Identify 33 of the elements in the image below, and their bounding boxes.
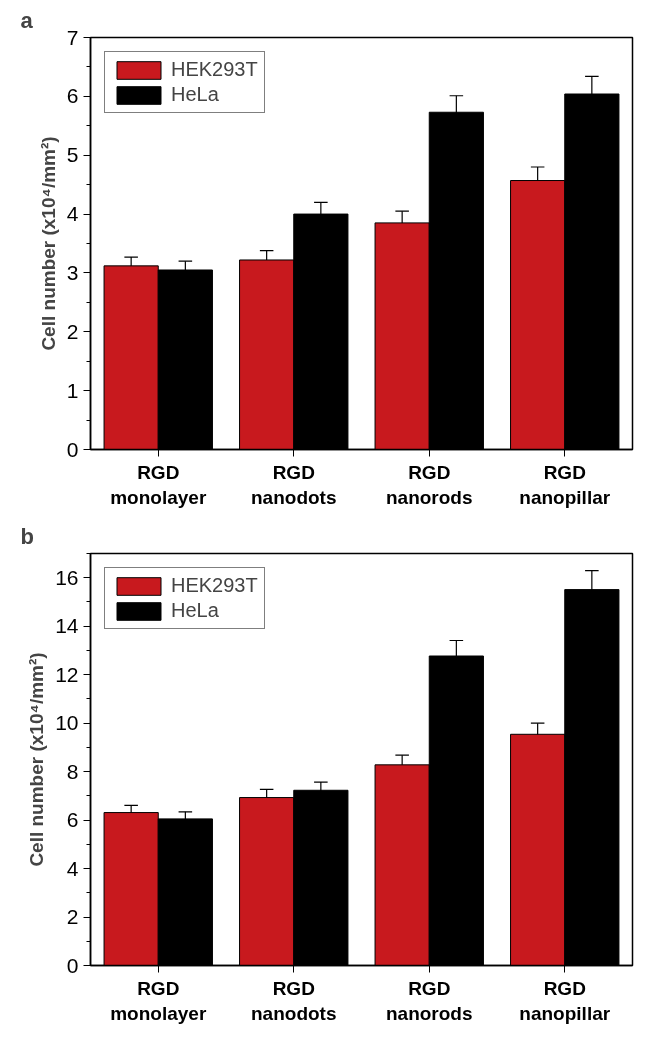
y-tick-label: 0: [66, 437, 79, 461]
y-axis-title: Cell number (x10⁴/mm²): [37, 136, 59, 351]
y-tick-label: 7: [66, 25, 79, 49]
x-tick-label: RGD nanodots: [251, 977, 337, 1024]
x-tick-label: RGD monolayer: [110, 977, 207, 1024]
x-tick-label: RGD monolayer: [110, 461, 207, 508]
y-tick-label: 6: [66, 84, 79, 108]
y-tick-label: 5: [66, 143, 79, 167]
legend-label: HeLa: [171, 599, 219, 622]
y-tick-label: 16: [55, 565, 79, 589]
y-tick-label: 2: [66, 905, 79, 929]
x-tick-label: RGD nanodots: [251, 461, 337, 508]
x-tick-label: RGD nanopillar: [519, 461, 611, 508]
y-tick-label: 12: [55, 662, 79, 686]
legend-label: HEK293T: [171, 574, 258, 597]
y-axis-title: Cell number (x10⁴/mm²): [26, 652, 48, 867]
legend-label: HeLa: [171, 83, 219, 106]
y-tick-label: 14: [55, 614, 79, 638]
y-tick-label: 0: [66, 953, 79, 977]
legend-label: HEK293T: [171, 58, 258, 81]
y-tick-label: 2: [66, 319, 79, 343]
chart-title: b: [20, 523, 34, 549]
x-tick-label: RGD nanorods: [385, 977, 473, 1024]
y-tick-label: 4: [66, 202, 79, 226]
y-tick-label: 4: [66, 856, 79, 880]
y-tick-label: 6: [66, 808, 79, 832]
y-tick-label: 3: [66, 260, 79, 284]
y-tick-label: 10: [55, 711, 79, 735]
x-tick-label: RGD nanopillar: [519, 977, 611, 1024]
chart-title: a: [20, 7, 34, 33]
y-tick-label: 8: [66, 759, 79, 783]
y-tick-label: 1: [66, 378, 79, 402]
x-tick-label: RGD nanorods: [385, 461, 473, 508]
